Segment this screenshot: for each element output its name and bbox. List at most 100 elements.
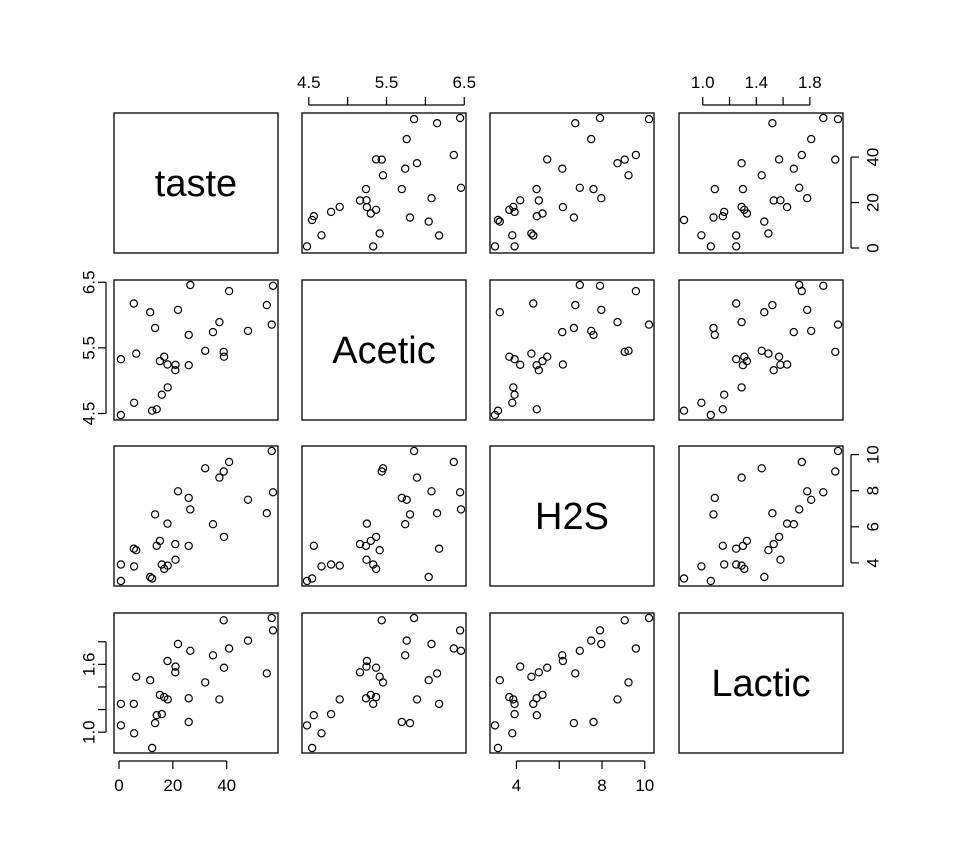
data-point	[377, 155, 386, 164]
data-point	[789, 164, 799, 173]
panel-h2s-vs-lactic	[678, 445, 844, 587]
data-point	[732, 231, 741, 240]
data-point	[709, 323, 718, 333]
data-point	[355, 668, 365, 677]
tick-label: 20	[163, 776, 182, 795]
data-point	[375, 546, 384, 555]
data-point	[782, 519, 792, 528]
data-point	[200, 678, 210, 687]
data-point	[490, 410, 500, 420]
data-point	[571, 300, 580, 310]
data-point	[532, 405, 542, 414]
data-point	[532, 361, 541, 370]
data-point	[710, 493, 720, 503]
panel-taste-vs-taste: taste	[113, 112, 279, 254]
data-point	[129, 699, 138, 709]
data-point	[697, 562, 706, 571]
data-point	[587, 326, 596, 336]
panel-lactic-vs-lactic: Lactic	[678, 612, 844, 754]
panel-h2s-vs-taste	[113, 445, 279, 587]
data-point	[409, 114, 419, 124]
variable-label-acetic: Acetic	[332, 330, 435, 372]
data-point	[534, 196, 544, 205]
data-point	[455, 626, 465, 635]
data-point	[412, 473, 422, 482]
data-point	[371, 564, 381, 574]
data-point	[131, 672, 141, 682]
data-point	[493, 215, 503, 225]
data-point	[774, 532, 784, 542]
tick-label: 8	[597, 776, 606, 795]
data-point	[490, 242, 500, 251]
data-point	[361, 541, 371, 551]
data-point	[302, 242, 312, 251]
data-point	[505, 205, 514, 214]
tick-label: 10	[864, 445, 883, 464]
data-point	[371, 532, 381, 542]
variable-label-lactic: Lactic	[711, 663, 810, 705]
panel-lactic-vs-h2s	[489, 612, 655, 754]
data-point	[831, 155, 840, 164]
panel-frame	[678, 279, 844, 421]
data-point	[362, 662, 371, 671]
panel-frame	[301, 279, 467, 421]
data-point	[150, 718, 160, 728]
data-point	[409, 613, 419, 623]
data-point	[644, 613, 654, 623]
data-point	[309, 541, 318, 551]
data-point	[613, 317, 622, 327]
data-point	[378, 171, 388, 180]
data-point	[224, 644, 234, 653]
data-point	[776, 555, 785, 564]
x-axis-bottom-taste: 0 20 40	[114, 760, 236, 795]
data-point	[709, 213, 718, 222]
data-point	[157, 560, 166, 569]
data-point	[558, 360, 568, 369]
data-point	[171, 555, 180, 564]
data-point	[173, 639, 183, 649]
data-point	[510, 390, 519, 399]
data-point	[505, 692, 514, 702]
data-point	[184, 361, 193, 370]
panel-acetic-vs-h2s	[489, 279, 655, 421]
data-point	[516, 196, 525, 205]
data-point	[495, 676, 504, 685]
data-point	[571, 669, 580, 678]
data-point	[718, 405, 728, 414]
tick-label: 4	[864, 558, 883, 567]
data-point	[527, 349, 536, 358]
data-point	[427, 639, 436, 649]
panel-frame	[489, 445, 655, 587]
data-point	[538, 209, 547, 218]
data-point	[371, 692, 381, 702]
data-point	[412, 158, 422, 168]
data-point	[718, 211, 728, 221]
data-point	[644, 114, 654, 124]
data-point	[737, 202, 746, 212]
data-point	[569, 323, 579, 333]
data-point	[116, 410, 126, 420]
data-point	[401, 651, 410, 660]
data-point	[267, 613, 276, 623]
data-point	[152, 405, 161, 414]
data-point	[145, 676, 155, 685]
data-point	[371, 205, 381, 214]
y-axis-left-lactic: 1.0 1.6	[80, 641, 107, 744]
data-point	[795, 505, 804, 514]
data-point	[449, 150, 458, 160]
data-point	[803, 487, 812, 496]
data-point	[152, 711, 161, 720]
data-point	[831, 467, 840, 476]
data-point	[200, 464, 210, 473]
data-point	[732, 299, 741, 308]
data-point	[424, 676, 433, 685]
data-point	[371, 155, 381, 164]
data-point	[163, 656, 172, 666]
data-point	[807, 326, 816, 336]
data-point	[720, 390, 729, 399]
data-point	[432, 669, 442, 678]
data-point	[402, 134, 411, 144]
data-point	[317, 562, 326, 571]
data-point	[424, 217, 433, 226]
panel-taste-vs-h2s	[489, 112, 655, 254]
